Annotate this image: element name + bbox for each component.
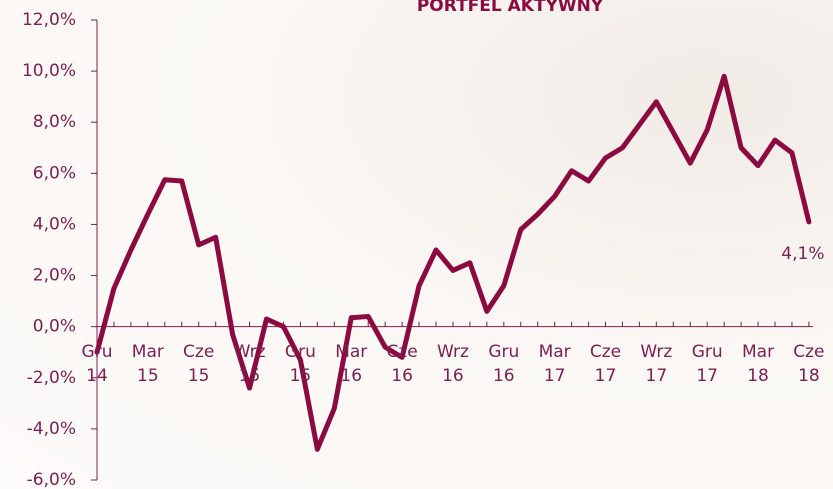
y-tick-label: 2,0% bbox=[33, 266, 76, 286]
x-tick-label: Gru 14 bbox=[81, 342, 113, 386]
x-tick-label: Wrz 15 bbox=[233, 342, 266, 386]
y-tick-label: -4,0% bbox=[27, 419, 76, 439]
y-tick-label: 0,0% bbox=[33, 317, 76, 337]
series-line bbox=[94, 73, 812, 452]
chart-title: PORTFEL AKTYWNY bbox=[417, 0, 604, 16]
x-tick-label: Cze 15 bbox=[183, 342, 215, 386]
x-tick-label: Gru 16 bbox=[488, 342, 520, 386]
x-tick-label: Wrz 17 bbox=[640, 342, 673, 386]
y-tick-label: 12,0% bbox=[22, 10, 76, 30]
y-tick-label: 6,0% bbox=[33, 163, 76, 183]
y-tick-label: 10,0% bbox=[22, 61, 76, 81]
x-tick-label: Cze 17 bbox=[589, 342, 622, 386]
x-tick-label: Mar 18 bbox=[742, 342, 775, 386]
x-tick-label: Cze 16 bbox=[386, 342, 418, 386]
y-tick-label: -6,0% bbox=[27, 470, 76, 489]
x-tick-label: Mar 17 bbox=[538, 342, 571, 386]
y-tick-label: -2,0% bbox=[27, 368, 76, 388]
x-tick-label: Wrz 16 bbox=[436, 342, 469, 386]
x-tick-label: Mar 15 bbox=[131, 342, 164, 386]
x-tick-label: Mar 16 bbox=[335, 342, 368, 386]
y-tick-label: 8,0% bbox=[33, 112, 76, 132]
x-tick-label: Gru 15 bbox=[284, 342, 316, 386]
value-label: 4,1% bbox=[781, 244, 824, 264]
x-tick-label: Gru 17 bbox=[691, 342, 723, 386]
y-tick-label: 4,0% bbox=[33, 214, 76, 234]
x-tick-label: Cze 18 bbox=[793, 342, 825, 386]
